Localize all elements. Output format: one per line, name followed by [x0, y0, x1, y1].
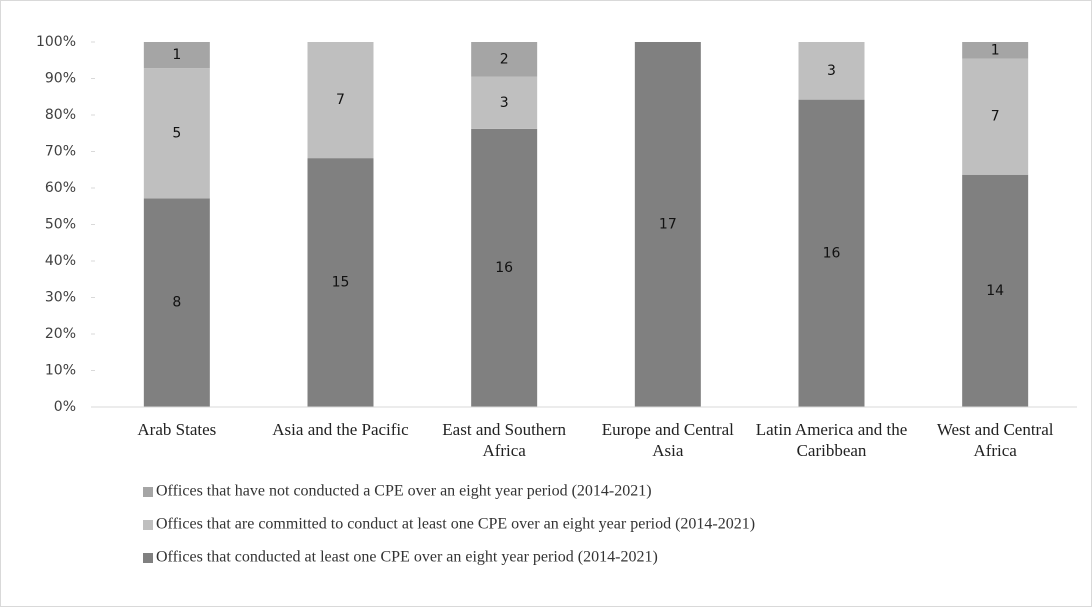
data-label: 2 [500, 51, 509, 67]
data-label: 7 [991, 109, 1000, 125]
y-tick-label: 20% [45, 326, 76, 342]
x-tick-label: Latin America and the Caribbean [755, 420, 908, 460]
data-label: 14 [986, 283, 1004, 299]
legend-swatch [143, 553, 153, 563]
bar-segment [634, 42, 701, 407]
data-label: 3 [827, 63, 836, 79]
bar-segment [471, 42, 538, 77]
y-tick-label: 40% [45, 253, 76, 269]
y-tick-label: 50% [45, 217, 76, 233]
legend-swatch [143, 487, 153, 497]
bar-segment [143, 68, 210, 199]
bar-segment [143, 198, 210, 407]
bar-segment [798, 42, 865, 100]
x-tick-label: Europe and Central Asia [601, 420, 734, 460]
data-label: 17 [659, 217, 677, 233]
x-tick-label: West and Central Africa [936, 420, 1054, 460]
data-label: 15 [332, 275, 350, 291]
y-tick-label: 0% [54, 399, 76, 415]
bar-segment [307, 42, 374, 159]
bar-segment [143, 42, 210, 69]
y-tick-label: 10% [45, 363, 76, 379]
y-tick-label: 100% [36, 34, 76, 50]
bar-segment [962, 174, 1029, 407]
data-label: 5 [172, 125, 181, 141]
data-label: 16 [823, 245, 841, 261]
data-label: 8 [172, 295, 181, 311]
x-tick-label: Asia and the Pacific [272, 420, 409, 439]
legend-label: Offices that are committed to conduct at… [156, 516, 755, 533]
data-label: 7 [336, 92, 345, 108]
y-tick-label: 30% [45, 290, 76, 306]
bar-segment [962, 42, 1029, 59]
bar-segment [471, 128, 538, 407]
x-tick-label: Arab States [137, 420, 217, 439]
y-tick-label: 60% [45, 180, 76, 196]
legend-label: Offices that conducted at least one CPE … [156, 549, 658, 566]
data-label: 1 [172, 47, 181, 63]
y-tick-label: 80% [45, 107, 76, 123]
legend-label: Offices that have not conducted a CPE ov… [156, 483, 652, 500]
y-tick-label: 70% [45, 144, 76, 160]
data-label: 1 [991, 42, 1000, 58]
bar-segment [798, 99, 865, 407]
bar-segment [471, 76, 538, 129]
data-label: 16 [495, 260, 513, 276]
x-tick-label: East and Southern Africa [442, 420, 566, 460]
data-label: 3 [500, 95, 509, 111]
bar-segment [307, 158, 374, 407]
y-tick-label: 90% [45, 71, 76, 87]
bar-segment [962, 58, 1029, 175]
legend-swatch [143, 520, 153, 530]
